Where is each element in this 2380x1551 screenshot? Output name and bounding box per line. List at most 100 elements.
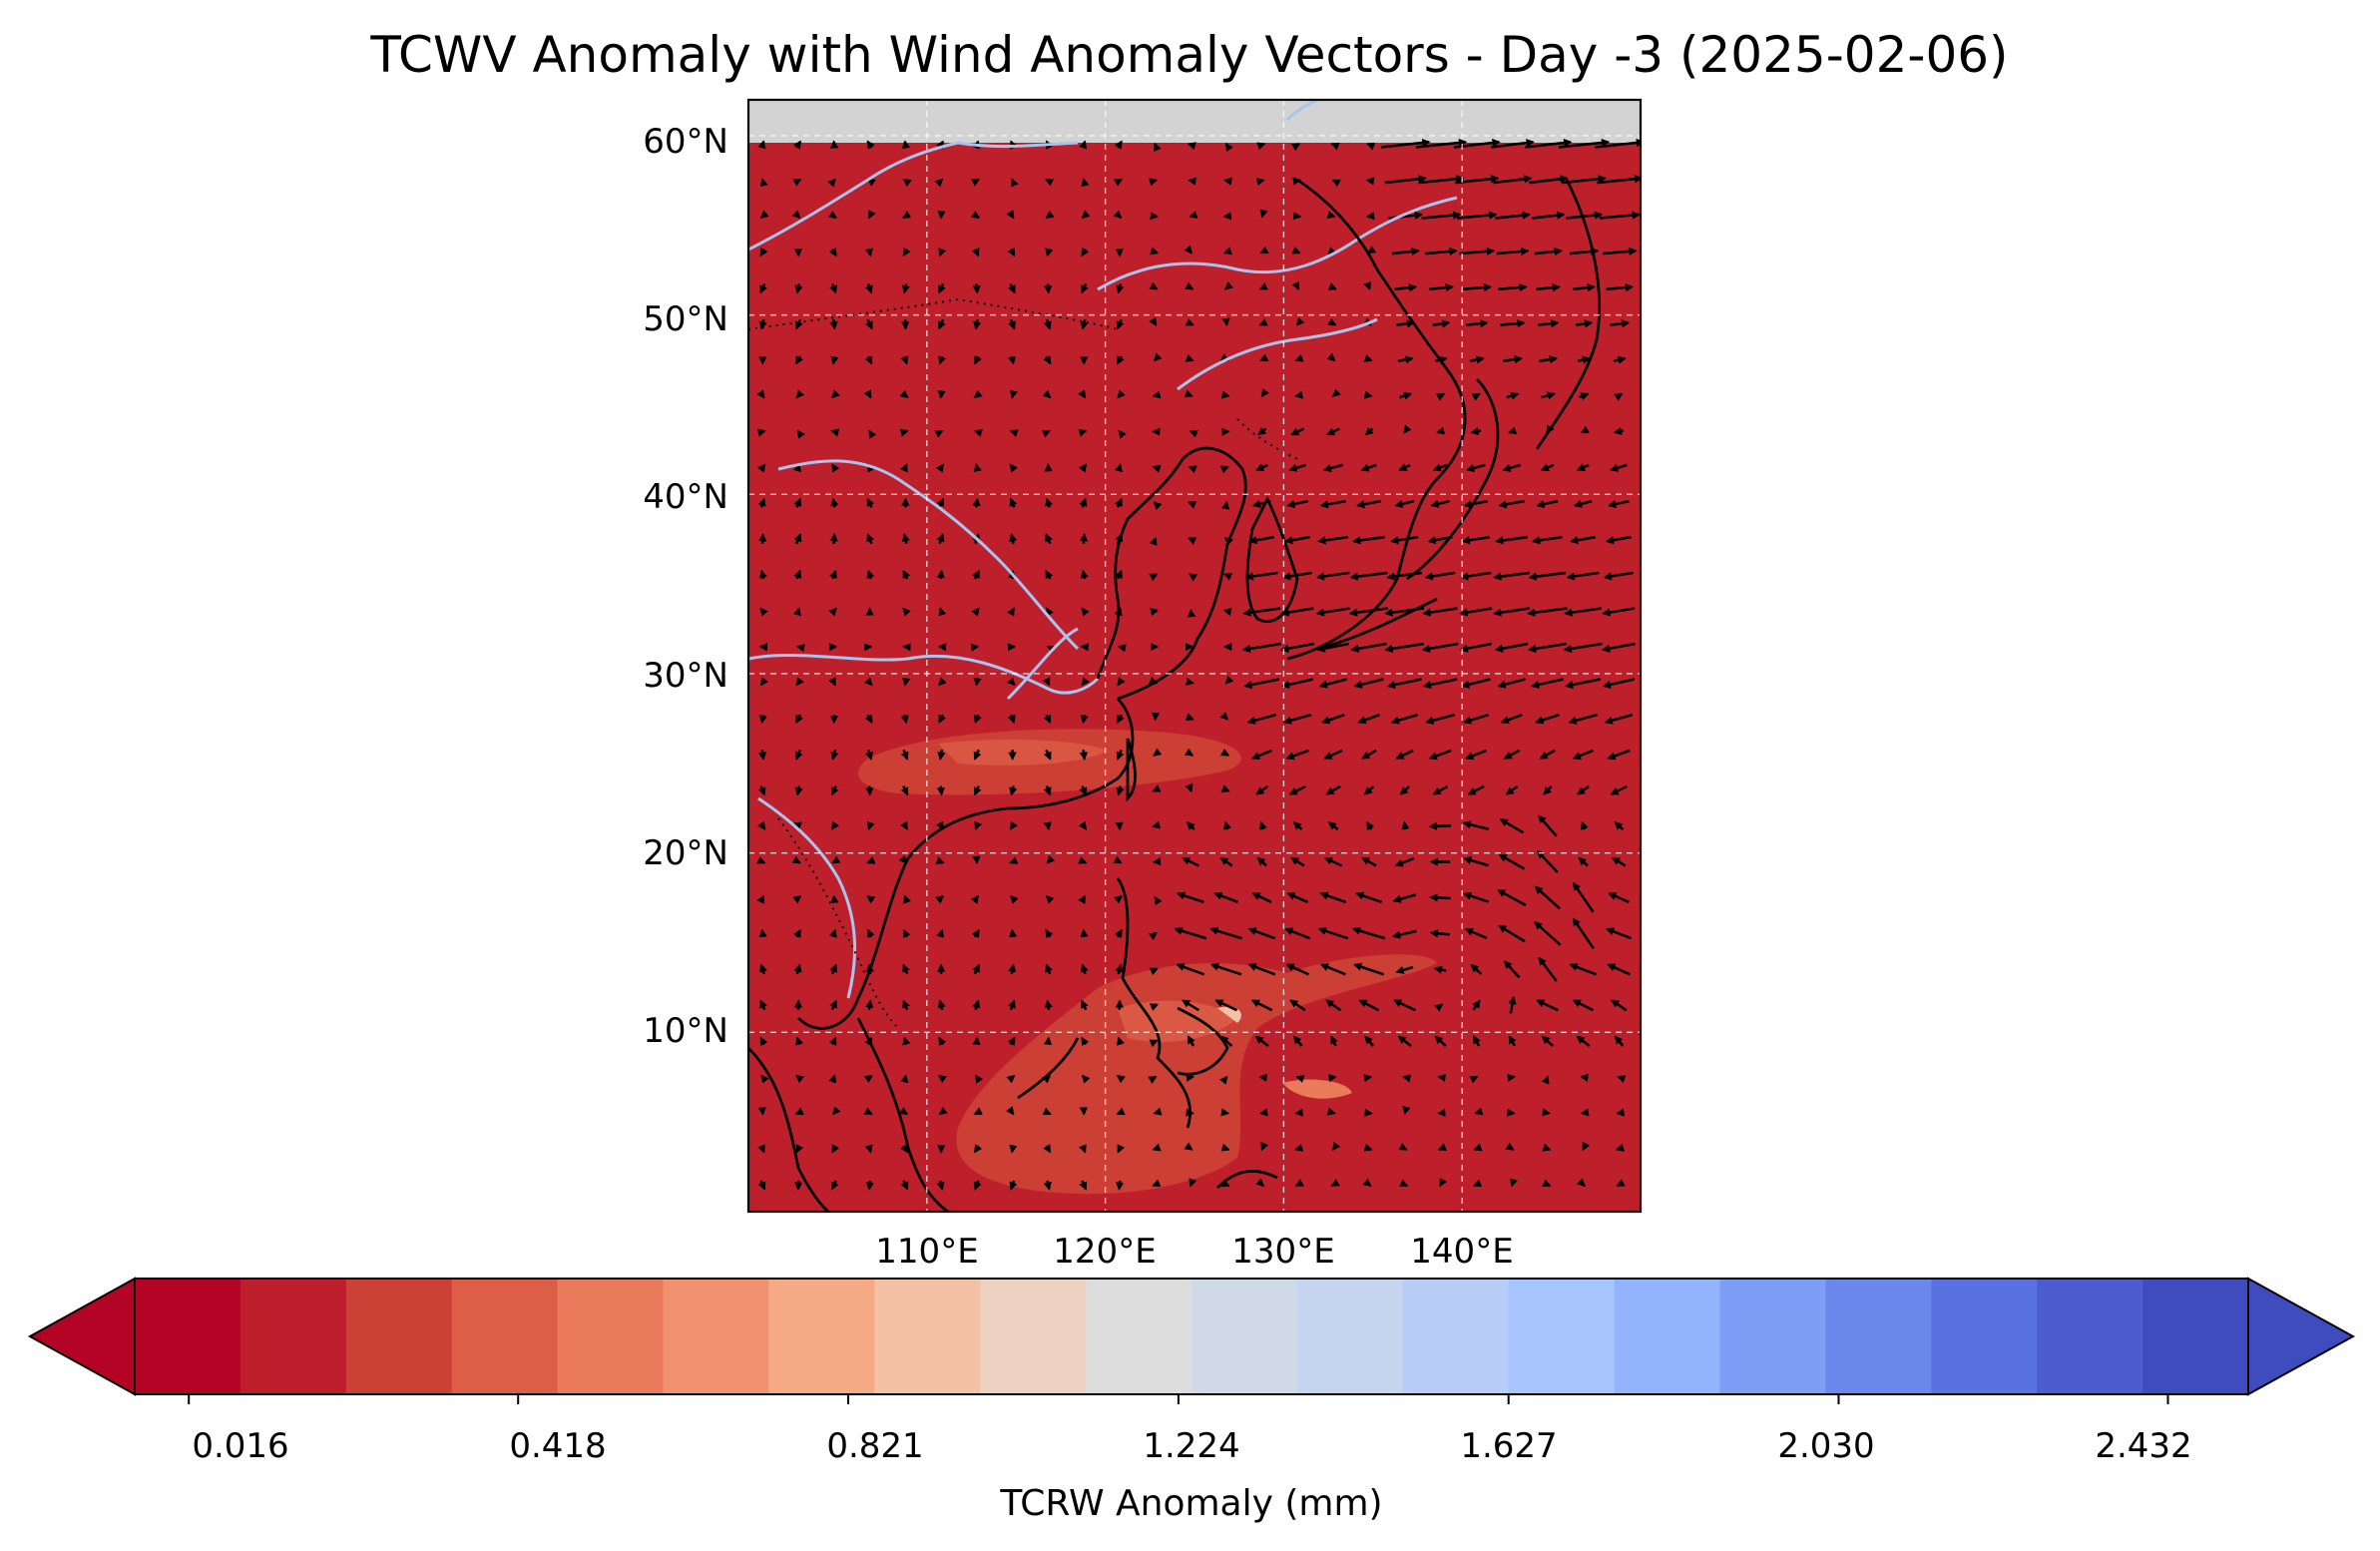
wind-vector [1009, 533, 1018, 544]
wind-vector [759, 247, 768, 258]
wind-vector [1186, 821, 1195, 831]
wind-vector [866, 855, 876, 864]
colorbar-tick-label: 0.821 [826, 1426, 923, 1466]
wind-vector [936, 785, 946, 796]
wind-vector [938, 1036, 947, 1046]
wind-vector [863, 389, 872, 399]
colorbar-level [1931, 1279, 2038, 1394]
wind-vector [1531, 535, 1563, 545]
wind-vector [937, 999, 946, 1011]
wind-vector [1394, 856, 1415, 867]
wind-vector [936, 569, 945, 580]
wind-vector [1149, 1039, 1159, 1048]
wind-vector [899, 820, 909, 830]
wind-vector [1079, 785, 1088, 796]
wind-vector [1250, 749, 1272, 761]
wind-vector [865, 318, 873, 330]
wind-vector [757, 497, 766, 508]
wind-vector [972, 1036, 981, 1046]
wind-vector [1403, 424, 1412, 434]
wind-vector [794, 318, 803, 330]
wind-vector [1148, 1075, 1158, 1084]
wind-vector [1528, 175, 1569, 185]
wind-vector [794, 714, 803, 725]
wind-vector [1006, 1074, 1016, 1084]
wind-vector [1010, 178, 1019, 188]
wind-vector [973, 1144, 983, 1154]
wind-vector [1327, 821, 1339, 831]
wind-vector [1045, 607, 1055, 617]
wind-vector [1281, 571, 1313, 581]
wind-vector [1008, 928, 1018, 938]
wind-vector [1115, 497, 1123, 508]
wind-vector [1150, 608, 1160, 617]
wind-vector [1187, 537, 1197, 545]
wind-vector [1362, 1178, 1372, 1187]
wind-vector [1528, 571, 1567, 581]
wind-vector [1572, 999, 1595, 1012]
wind-vector [1497, 678, 1526, 689]
wind-vector [938, 282, 946, 294]
wind-vector [1081, 247, 1090, 258]
wind-vector [792, 895, 802, 904]
wind-vector [1429, 283, 1454, 292]
wind-vector [1149, 281, 1159, 290]
wind-vector [1280, 678, 1314, 689]
wind-vector [1290, 143, 1301, 152]
wind-vector [1116, 714, 1125, 725]
wind-vector [866, 928, 875, 938]
wind-vector [1223, 177, 1232, 186]
wind-vector [1220, 1143, 1230, 1152]
wind-vector [1260, 387, 1269, 398]
wind-vector [1209, 962, 1242, 976]
wind-vector [1493, 607, 1530, 617]
wind-vector [1536, 283, 1562, 292]
wind-vector [1316, 642, 1349, 653]
wind-vector [1422, 607, 1458, 617]
wind-vector [1009, 497, 1018, 508]
latitude-axis: 10°N 20°N 30°N 40°N 50°N 60°N [643, 122, 728, 1051]
wind-vector [1255, 177, 1265, 187]
wind-vector [1459, 642, 1492, 653]
wind-vector [1081, 677, 1090, 687]
wind-vector [830, 1180, 839, 1191]
wind-vector [1115, 569, 1123, 580]
wind-vector [1418, 175, 1465, 185]
wind-vector [756, 855, 766, 864]
wind-vector [1116, 318, 1125, 330]
wind-vector [1399, 391, 1413, 400]
wind-vector [1539, 749, 1556, 760]
wind-vector [1614, 392, 1624, 401]
wind-vector [1496, 247, 1530, 257]
wind-vector [971, 607, 980, 617]
wind-vector [1116, 749, 1125, 761]
wind-vector [1614, 1035, 1625, 1047]
wind-vector [1352, 535, 1385, 545]
wind-vector [866, 140, 875, 150]
wind-vector [1580, 425, 1590, 434]
wind-vector [1116, 283, 1125, 294]
wind-vector [1078, 463, 1088, 473]
wind-vector [1363, 1074, 1373, 1083]
wind-vector [757, 1180, 766, 1191]
wind-vector [1295, 1074, 1305, 1083]
wind-vector [1258, 1073, 1268, 1082]
wind-vector [1503, 749, 1521, 760]
wind-vector [1222, 608, 1232, 617]
wind-vector [1007, 247, 1016, 258]
wind-vector [1534, 885, 1562, 910]
wind-vector [1079, 140, 1088, 150]
gridlines [748, 100, 1641, 1212]
wind-vector [1396, 319, 1416, 328]
wind-vector [1185, 677, 1194, 686]
wind-vector [1330, 1178, 1340, 1188]
wind-vector [1402, 1074, 1412, 1083]
wind-vector [1184, 245, 1192, 255]
wind-vector [901, 533, 910, 544]
wind-vector [1615, 1143, 1626, 1152]
wind-vector [1241, 642, 1281, 654]
wind-vector [1043, 1036, 1053, 1046]
wind-vector [902, 999, 910, 1011]
wind-vector [1461, 535, 1491, 545]
map-frame [746, 98, 1643, 1214]
